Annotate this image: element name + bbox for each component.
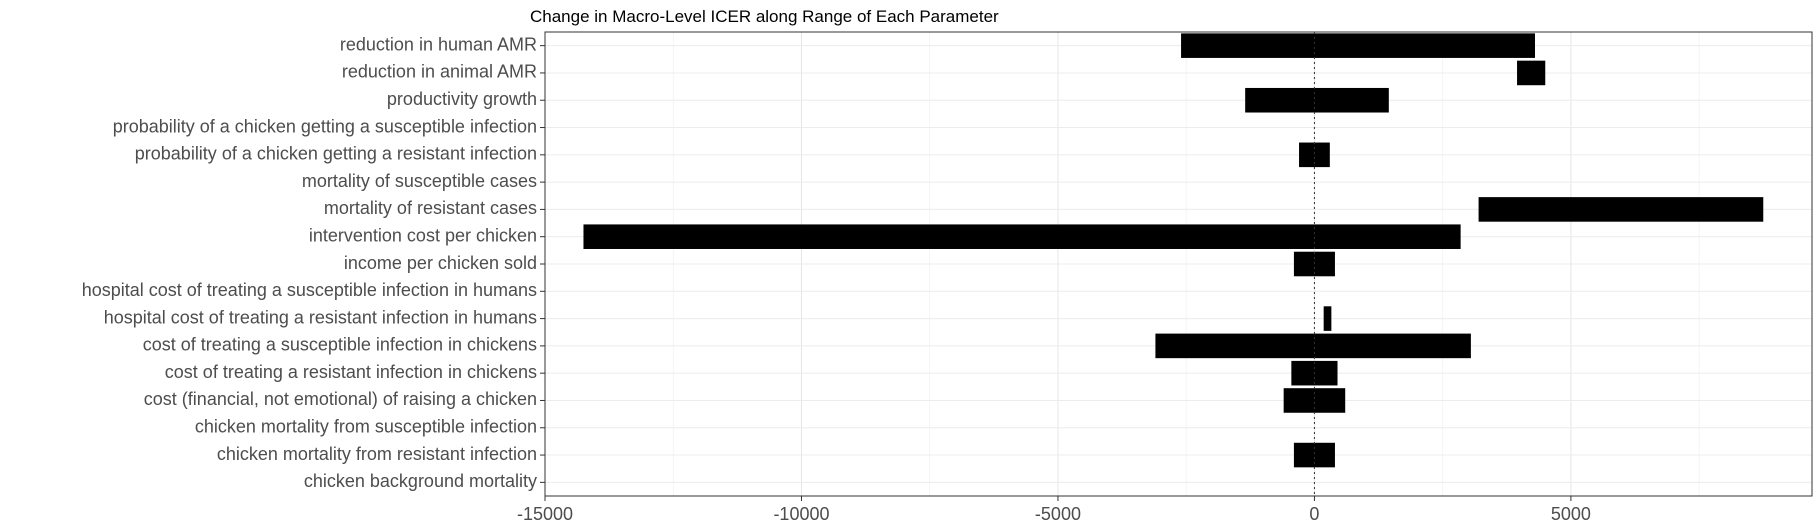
y-tick-label: reduction in human AMR bbox=[340, 34, 537, 54]
y-tick-label: probability of a chicken getting a resis… bbox=[135, 144, 537, 164]
bar bbox=[1155, 333, 1471, 359]
y-tick-label: income per chicken sold bbox=[344, 253, 537, 273]
chart-title: Change in Macro-Level ICER along Range o… bbox=[530, 7, 999, 26]
y-tick-label: cost of treating a resistant infection i… bbox=[165, 362, 537, 382]
y-tick-label: hospital cost of treating a resistant in… bbox=[104, 307, 537, 327]
x-tick-label: 5000 bbox=[1551, 504, 1591, 524]
bar bbox=[1283, 388, 1346, 413]
bar bbox=[1181, 33, 1536, 58]
bar bbox=[1323, 306, 1332, 331]
y-tick-label: mortality of resistant cases bbox=[324, 198, 537, 218]
y-tick-label: reduction in animal AMR bbox=[342, 62, 537, 82]
x-tick-label: -10000 bbox=[773, 504, 829, 524]
x-tick-label: -5000 bbox=[1035, 504, 1081, 524]
y-tick-label: mortality of susceptible cases bbox=[302, 171, 537, 191]
y-tick-label: probability of a chicken getting a susce… bbox=[113, 116, 537, 136]
y-tick-labels: reduction in human AMR reduction in anima… bbox=[82, 34, 545, 491]
y-tick-label: cost (financial, not emotional) of raisi… bbox=[144, 389, 537, 409]
grid-layer bbox=[544, 32, 1812, 496]
y-tick-label: chicken mortality from susceptible infec… bbox=[195, 417, 537, 437]
bar bbox=[1245, 87, 1389, 113]
x-tick-label: 0 bbox=[1309, 504, 1319, 524]
bar bbox=[583, 224, 1461, 249]
y-tick-label: cost of treating a susceptible infection… bbox=[143, 335, 537, 355]
y-tick-label: hospital cost of treating a susceptible … bbox=[82, 280, 537, 300]
x-tick-label: -15000 bbox=[517, 504, 573, 524]
bar bbox=[1517, 60, 1546, 86]
y-tick-label: chicken mortality from resistant infecti… bbox=[217, 444, 537, 464]
bars-layer bbox=[583, 33, 1764, 468]
x-tick-labels: -15000 -10000 -5000 0 5000 bbox=[517, 496, 1591, 524]
bar bbox=[1478, 197, 1764, 222]
y-tick-label: chicken background mortality bbox=[304, 471, 537, 491]
y-tick-label: productivity growth bbox=[387, 89, 537, 109]
y-tick-label: intervention cost per chicken bbox=[309, 225, 537, 245]
